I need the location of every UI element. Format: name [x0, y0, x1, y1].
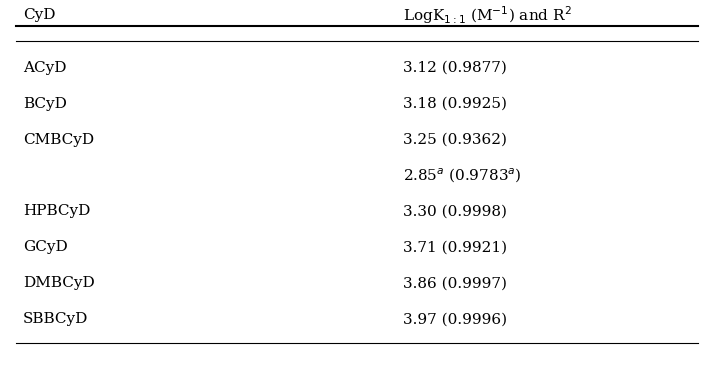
Text: 3.12 (0.9877): 3.12 (0.9877)	[403, 60, 507, 74]
Text: 3.86 (0.9997): 3.86 (0.9997)	[403, 276, 507, 290]
Text: 3.25 (0.9362): 3.25 (0.9362)	[403, 133, 507, 147]
Text: 2.85$^{a}$ (0.9783$^{a}$): 2.85$^{a}$ (0.9783$^{a}$)	[403, 166, 522, 184]
Text: CMBCyD: CMBCyD	[23, 133, 94, 147]
Text: DMBCyD: DMBCyD	[23, 276, 94, 290]
Text: ACyD: ACyD	[23, 60, 66, 74]
Text: CyD: CyD	[23, 8, 55, 22]
Text: BCyD: BCyD	[23, 96, 66, 110]
Text: HPBCyD: HPBCyD	[23, 204, 90, 218]
Text: SBBCyD: SBBCyD	[23, 312, 88, 326]
Text: LogK$_{1:1}$ (M$^{-1}$) and R$^{2}$: LogK$_{1:1}$ (M$^{-1}$) and R$^{2}$	[403, 4, 572, 26]
Text: GCyD: GCyD	[23, 240, 68, 254]
Text: 3.97 (0.9996): 3.97 (0.9996)	[403, 312, 508, 326]
Text: 3.30 (0.9998): 3.30 (0.9998)	[403, 204, 507, 218]
Text: 3.18 (0.9925): 3.18 (0.9925)	[403, 96, 507, 110]
Text: 3.71 (0.9921): 3.71 (0.9921)	[403, 240, 508, 254]
